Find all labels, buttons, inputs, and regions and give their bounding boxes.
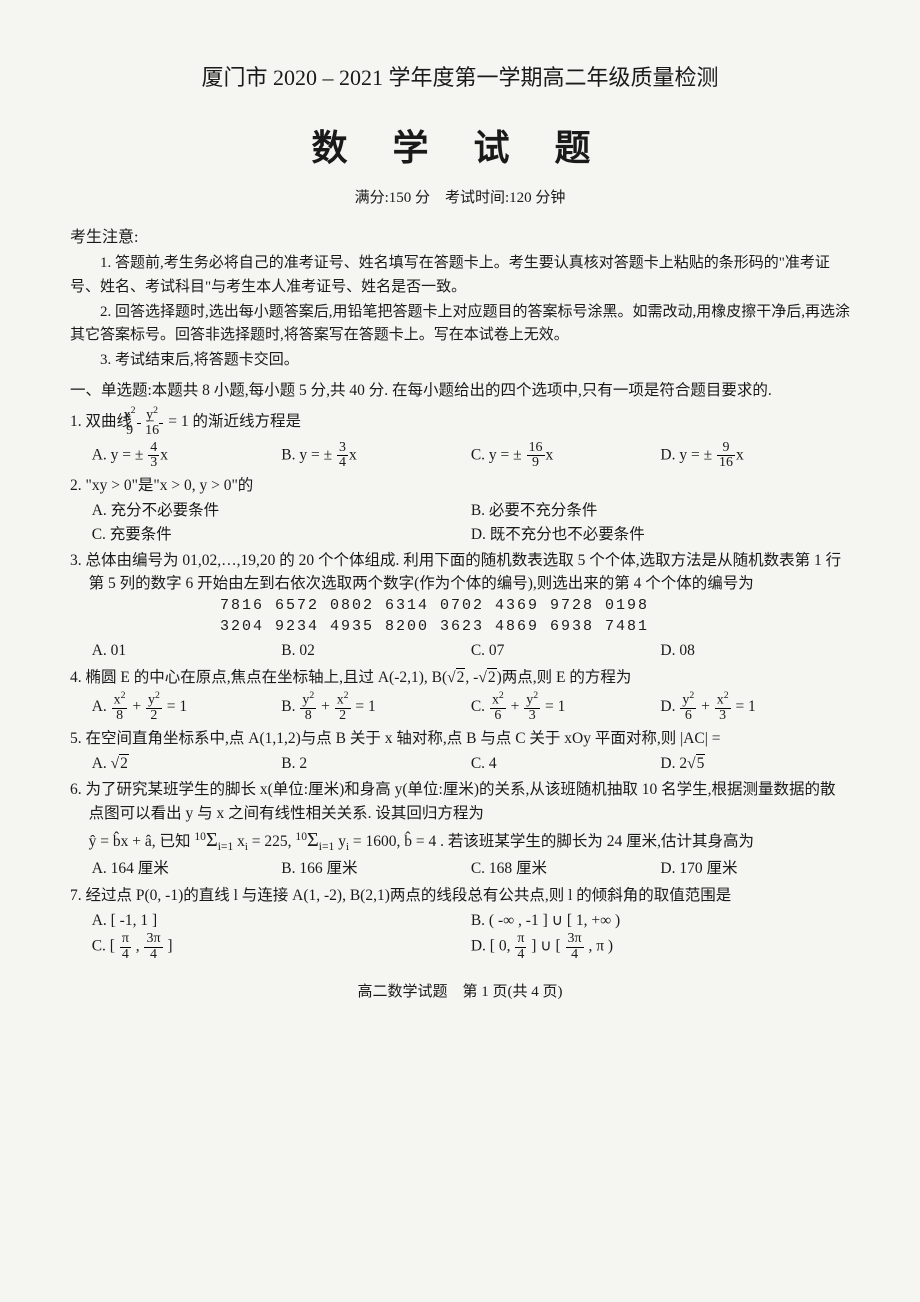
q7-choice-c: C. [ π4 , 3π4 ] [92,932,471,962]
q5-choice-a: A. √2 [92,752,282,775]
notice-item-1: 1. 答题前,考生务必将自己的准考证号、姓名填写在答题卡上。考生要认真核对答题卡… [70,252,850,299]
q7-choice-a: A. [ -1, 1 ] [92,909,471,932]
q6-choice-d: D. 170 厘米 [660,857,850,880]
q4-choice-b: B. y28 + x22 = 1 [281,691,471,724]
question-2: 2. "xy > 0"是"x > 0, y > 0"的 A. 充分不必要条件 B… [70,474,850,546]
question-3: 3. 总体由编号为 01,02,…,19,20 的 20 个个体组成. 利用下面… [70,549,850,663]
q6-stem2-suffix: . 若该班某学生的脚长为 24 厘米,估计其身高为 [440,833,754,850]
q3-choice-b: B. 02 [281,639,471,662]
q2-choice-a: A. 充分不必要条件 [92,499,471,522]
q4-stem: 4. 椭圆 E 的中心在原点,焦点在坐标轴上,且过 A(-2,1), B(√2,… [70,666,850,689]
question-5: 5. 在空间直角坐标系中,点 A(1,1,2)与点 B 关于 x 轴对称,点 B… [70,727,850,776]
exam-title: 厦门市 2020 – 2021 学年度第一学期高二年级质量检测 [70,60,850,95]
q6-choice-c: C. 168 厘米 [471,857,661,880]
q6-stem1: 6. 为了研究某班学生的脚长 x(单位:厘米)和身高 y(单位:厘米)的关系,从… [70,778,850,825]
q6-choice-a: A. 164 厘米 [92,857,282,880]
q3-choice-d: D. 08 [660,639,850,662]
question-7: 7. 经过点 P(0, -1)的直线 l 与连接 A(1, -2), B(2,1… [70,884,850,963]
question-6: 6. 为了研究某班学生的脚长 x(单位:厘米)和身高 y(单位:厘米)的关系,从… [70,778,850,880]
notice-head: 考生注意: [70,225,850,251]
q5-choice-b: B. 2 [281,752,471,775]
q5-stem: 5. 在空间直角坐标系中,点 A(1,1,2)与点 B 关于 x 轴对称,点 B… [70,727,850,750]
q2-stem: 2. "xy > 0"是"x > 0, y > 0"的 [70,474,850,497]
q2-choice-b: B. 必要不充分条件 [471,499,850,522]
q7-choice-b: B. ( -∞ , -1 ] ∪ [ 1, +∞ ) [471,909,850,932]
q3-choice-a: A. 01 [92,639,282,662]
score-time: 满分:150 分 考试时间:120 分钟 [70,186,850,210]
q2-choice-c: C. 充要条件 [92,523,471,546]
q4-choice-c: C. x26 + y23 = 1 [471,691,661,724]
q5-choice-c: C. 4 [471,752,661,775]
q6-stem2: ŷ = b̂x + â, 已知 10Σi=1 xi = 225, 10Σi=1 … [70,825,850,856]
q4-choice-a: A. x28 + y22 = 1 [92,691,282,724]
q1-stem-suffix: = 1 的渐近线方程是 [168,413,301,430]
q1-choice-a: A. y = ± 43x [92,441,282,471]
subject-title: 数 学 试 题 [70,120,850,178]
q7-stem: 7. 经过点 P(0, -1)的直线 l 与连接 A(1, -2), B(2,1… [70,884,850,907]
question-1: 1. 双曲线 x29 − y216 = 1 的渐近线方程是 A. y = ± 4… [70,406,850,471]
q4-choice-d: D. y26 + x23 = 1 [660,691,850,724]
q1-choice-b: B. y = ± 34x [281,441,471,471]
q3-data-row1: 7816 6572 0802 6314 0702 4369 9728 0198 [70,595,850,616]
notice-item-3: 3. 考试结束后,将答题卡交回。 [70,349,850,372]
q5-choice-d: D. 2√5 [660,752,850,775]
page-footer: 高二数学试题 第 1 页(共 4 页) [70,980,850,1004]
q3-stem: 3. 总体由编号为 01,02,…,19,20 的 20 个个体组成. 利用下面… [70,549,850,596]
notice-item-2: 2. 回答选择题时,选出每小题答案后,用铅笔把答题卡上对应题目的答案标号涂黑。如… [70,301,850,348]
q3-choice-c: C. 07 [471,639,661,662]
q2-choice-d: D. 既不充分也不必要条件 [471,523,850,546]
q1-choice-d: D. y = ± 916x [660,441,850,471]
q7-choice-d: D. [ 0, π4 ] ∪ [ 3π4 , π ) [471,932,850,962]
q1-choice-c: C. y = ± 169x [471,441,661,471]
q6-choice-b: B. 166 厘米 [281,857,471,880]
q3-data-row2: 3204 9234 4935 8200 3623 4869 6938 7481 [70,616,850,637]
section1-head: 一、单选题:本题共 8 小题,每小题 5 分,共 40 分. 在每小题给出的四个… [70,379,850,402]
question-4: 4. 椭圆 E 的中心在原点,焦点在坐标轴上,且过 A(-2,1), B(√2,… [70,666,850,724]
